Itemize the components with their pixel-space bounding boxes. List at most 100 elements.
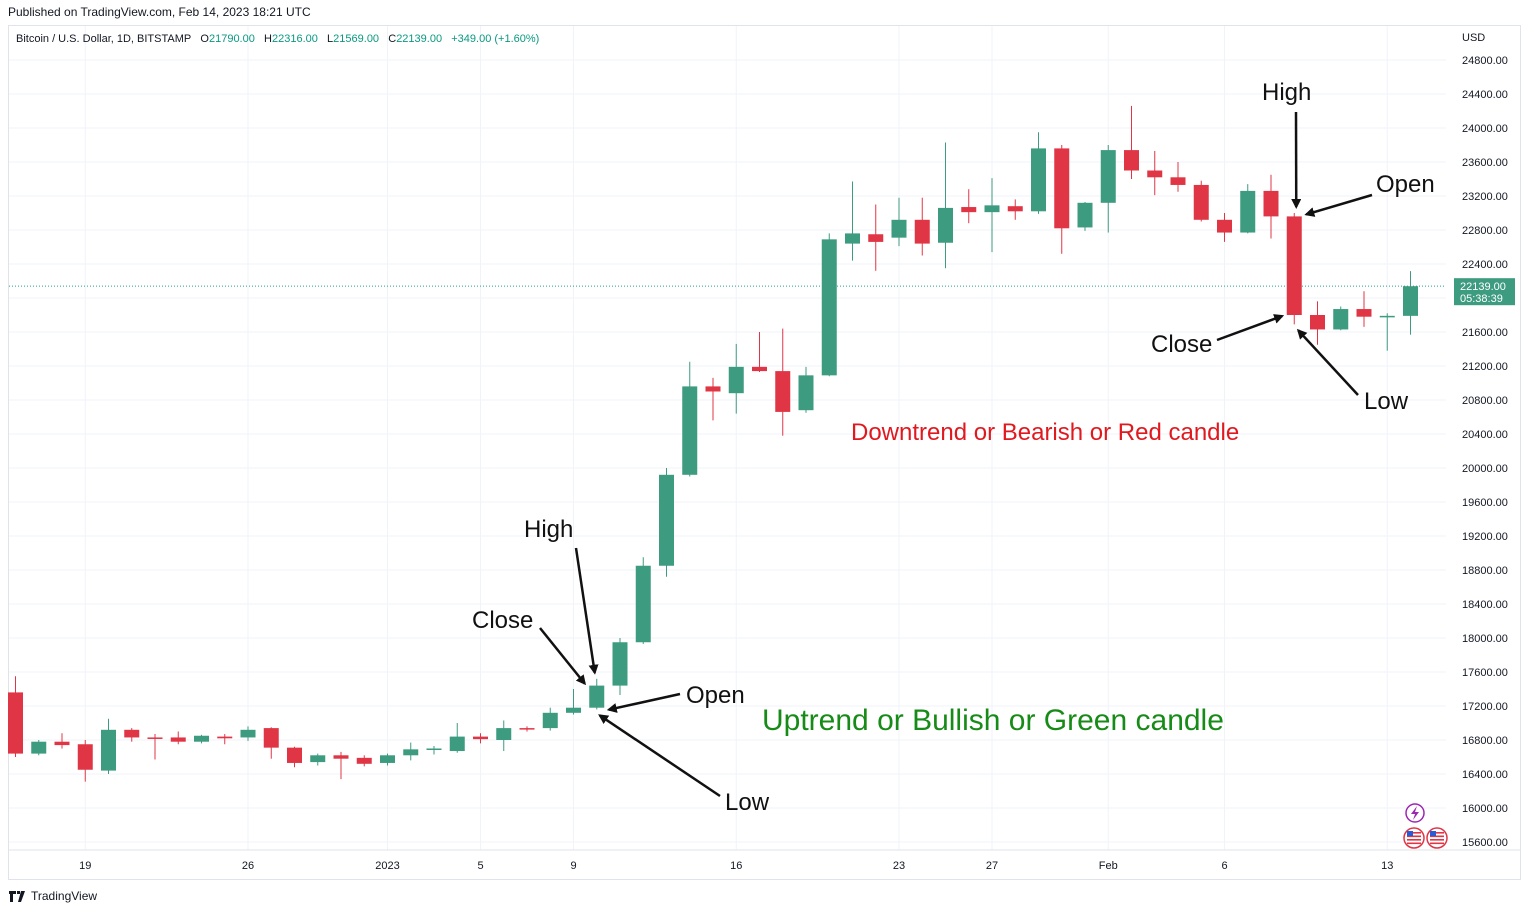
flag-stripe	[1430, 842, 1444, 845]
last-price-label: 22139.00	[1460, 281, 1506, 293]
candle-body	[1403, 286, 1418, 316]
candle-body	[194, 735, 209, 742]
candle-body	[426, 748, 442, 750]
candle-body	[1240, 190, 1256, 233]
candle-body	[217, 736, 233, 739]
side-icons	[1403, 803, 1448, 849]
bear-close-label: Close	[1151, 331, 1212, 358]
x-tick-label: 26	[242, 860, 254, 872]
candle-bearish	[54, 733, 70, 749]
candle-bearish	[1310, 301, 1325, 345]
y-axis: USD 15600.00 16000.00 16400.00 16800.00 17200…	[1454, 32, 1515, 849]
candle-bullish	[542, 707, 558, 731]
candle-bullish	[101, 718, 116, 774]
candle-bearish	[473, 733, 488, 744]
flag-stripe	[1407, 842, 1421, 845]
bull-close-arrow	[539, 627, 587, 686]
candle-bullish	[449, 723, 465, 753]
candle-body	[496, 728, 512, 740]
countdown-label: 05:38:39	[1460, 293, 1503, 305]
close-value: 22139.00	[396, 33, 443, 45]
change-value: +349.00 (+1.60%)	[451, 33, 540, 45]
candle-bearish	[1170, 162, 1186, 192]
x-tick-label: Feb	[1099, 860, 1118, 872]
y-tick-label: 17600.00	[1462, 667, 1508, 679]
bull-high-arrow	[574, 547, 599, 675]
candle-body	[1054, 148, 1070, 229]
x-tick-label: 19	[79, 860, 91, 872]
candle-body	[77, 744, 93, 770]
candle-bullish	[635, 557, 651, 644]
candle-bearish	[519, 726, 535, 732]
x-tick-label: 9	[570, 860, 576, 872]
lightning-bolt	[1411, 806, 1419, 820]
y-tick-label: 16800.00	[1462, 735, 1508, 747]
candle-body	[961, 207, 977, 213]
bull-low-arrow	[598, 714, 721, 798]
flag-canton	[1430, 831, 1436, 836]
y-tick-label: 18800.00	[1462, 565, 1508, 577]
close-label: C	[388, 33, 397, 45]
candle-body	[542, 712, 558, 729]
candle-bullish	[984, 178, 1000, 253]
high-label: H	[264, 33, 272, 45]
low-label: L	[327, 33, 334, 45]
tradingview-logo-icon	[9, 890, 25, 902]
x-axis: 19 26 2023 5 9 16 23 27 Feb 6 13	[9, 849, 1520, 872]
bear-low-arrow	[1296, 328, 1359, 396]
low-value: 21569.00	[333, 33, 380, 45]
candle-body	[914, 219, 930, 244]
x-tick-label: 23	[893, 860, 905, 872]
candle-bearish	[1286, 213, 1302, 325]
y-tick-label: 23600.00	[1462, 157, 1508, 169]
candle-bullish	[938, 142, 953, 269]
candle-body	[1333, 309, 1349, 330]
candle-body	[1100, 150, 1116, 203]
candle-body	[356, 757, 372, 764]
flag-stripe	[1407, 832, 1421, 834]
candle-bearish	[287, 746, 302, 768]
x-tick-label: 27	[986, 860, 998, 872]
candle-body	[403, 749, 419, 756]
candle-body	[821, 239, 837, 376]
flag-stripe	[1430, 832, 1444, 834]
y-tick-label: 21600.00	[1462, 327, 1508, 339]
flag-stripe	[1407, 835, 1421, 838]
candle-body	[752, 366, 767, 372]
candle-bullish	[496, 720, 512, 752]
candle-body	[845, 233, 860, 244]
candle-bearish	[1124, 105, 1139, 179]
candle-bearish	[1147, 150, 1163, 196]
candle-body	[1356, 309, 1372, 317]
y-tick-label: 24800.00	[1462, 55, 1508, 67]
y-tick-label: 20400.00	[1462, 429, 1508, 441]
bear-low-label: Low	[1364, 388, 1409, 415]
bull-open-label: Open	[686, 682, 745, 709]
candle-bullish	[403, 742, 419, 761]
candle-bearish	[333, 751, 349, 780]
candle-bullish	[798, 366, 814, 413]
y-tick-label: 22800.00	[1462, 225, 1508, 237]
candle-bearish	[356, 755, 372, 767]
y-tick-label: 24000.00	[1462, 123, 1508, 135]
open-value: 21790.00	[208, 33, 255, 45]
published-info: Published on TradingView.com, Feb 14, 20…	[8, 5, 311, 19]
candle-bearish	[868, 204, 884, 271]
candle-body	[589, 685, 605, 708]
y-tick-label: 22400.00	[1462, 259, 1508, 271]
candle-body	[938, 207, 953, 243]
x-tick-label: 6	[1221, 860, 1227, 872]
candle-body	[1310, 315, 1325, 330]
candle-body	[1263, 190, 1279, 217]
candle-bullish	[31, 740, 47, 756]
y-tick-label: 23200.00	[1462, 191, 1508, 203]
candle-bearish	[263, 727, 279, 759]
bull-open-arrow	[606, 692, 681, 713]
candle-body	[1124, 150, 1139, 171]
candle-bearish	[752, 332, 767, 372]
bull-high-label: High	[524, 516, 573, 543]
footer-brand[interactable]: TradingView	[9, 889, 97, 903]
candle-bullish	[1031, 132, 1046, 214]
candle-body	[1217, 219, 1232, 233]
